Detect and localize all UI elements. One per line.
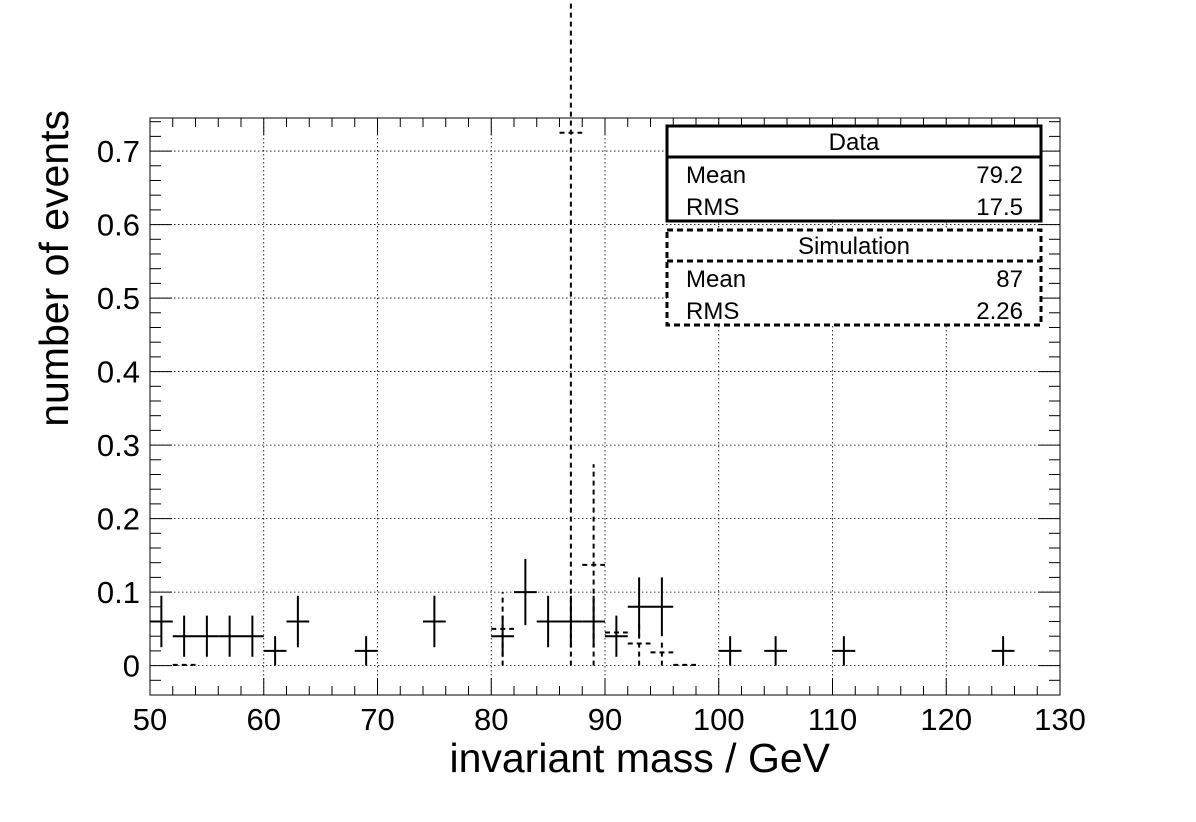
stats-box-frame: [665, 124, 1043, 223]
series-simulation: [172, 0, 696, 666]
x-axis-title: invariant mass / GeV: [449, 735, 830, 781]
data-point: [764, 636, 787, 666]
y-tick-labels: 0 0.1 0.2 0.3 0.4 0.5 0.6 0.7: [97, 134, 140, 684]
y-tick-label: 0.1: [97, 575, 140, 610]
y-axis-title: number of events: [31, 110, 77, 427]
stats-row-label: RMS: [686, 298, 739, 325]
x-tick-label: 130: [1034, 702, 1086, 737]
x-tick-label: 50: [133, 702, 167, 737]
data-point: [650, 577, 674, 637]
y-tick-label: 0.6: [97, 208, 140, 243]
y-tick-label: 0.7: [97, 134, 140, 169]
simulation-point: [582, 464, 605, 666]
data-point: [718, 636, 742, 666]
data-point: [423, 595, 446, 648]
data-point: [991, 636, 1015, 666]
stats-row-value: 2.26: [976, 298, 1023, 325]
data-point: [218, 615, 241, 657]
data-point: [514, 559, 537, 626]
x-tick-label: 80: [474, 702, 508, 737]
simulation-point: [491, 592, 514, 666]
stats-row-value: 17.5: [976, 194, 1023, 221]
x-tick-label: 70: [360, 702, 394, 737]
data-point: [263, 636, 287, 666]
data-point: [559, 595, 583, 648]
simulation-point: [627, 621, 651, 666]
simulation-point: [559, 0, 583, 666]
stats-box-data: Data Mean 79.2 RMS 17.5: [665, 124, 1043, 223]
x-tick-label: 120: [920, 702, 972, 737]
data-point: [605, 615, 628, 657]
data-point: [582, 595, 605, 648]
stats-box-frame: [665, 228, 1043, 327]
y-tick-label: 0.4: [97, 355, 140, 390]
data-point: [172, 615, 196, 657]
stats-boxes: Data Mean 79.2 RMS 17.5 Simulation Mean 87 RMS 2.…: [665, 124, 1043, 327]
y-tick-label: 0: [123, 649, 140, 684]
x-tick-label: 60: [247, 702, 281, 737]
data-point: [150, 595, 173, 648]
y-tick-label: 0.3: [97, 428, 140, 463]
data-point: [195, 615, 219, 657]
data-point: [536, 595, 560, 648]
x-tick-label: 110: [808, 702, 857, 737]
data-series: [150, 0, 1015, 666]
x-tick-label: 90: [588, 702, 622, 737]
data-point: [241, 615, 264, 657]
stats-box-title: Data: [829, 129, 880, 156]
series-data: [150, 559, 1015, 666]
y-tick-label: 0.2: [97, 502, 140, 537]
stats-row-value: 79.2: [976, 162, 1023, 189]
stats-row-label: RMS: [686, 194, 739, 221]
data-point: [286, 595, 310, 648]
x-tick-label: 100: [693, 702, 745, 737]
x-tick-labels: 50 60 70 80 90 100 110 120 130: [133, 702, 1086, 737]
y-tick-label: 0.5: [97, 281, 140, 316]
plot-frame: [149, 117, 1061, 696]
stats-row-label: Mean: [686, 266, 746, 293]
stats-row-label: Mean: [686, 162, 746, 189]
stats-box-title: Simulation: [798, 233, 910, 260]
stats-row-value: 87: [996, 266, 1023, 293]
stats-box-simulation: Simulation Mean 87 RMS 2.26: [665, 228, 1043, 327]
simulation-point: [650, 639, 674, 666]
data-point: [354, 636, 378, 666]
data-point: [832, 636, 856, 666]
